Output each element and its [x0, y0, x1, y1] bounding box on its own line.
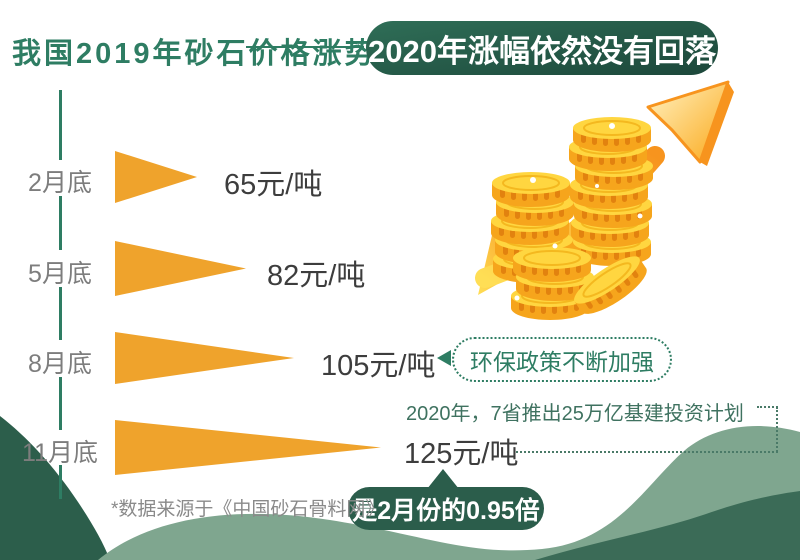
category-label-nov: 11月底 [22, 439, 98, 467]
category-label-aug: 8月底 [28, 350, 92, 378]
subtitle-badge-label: 2020年涨幅依然没有回落 [368, 33, 716, 69]
coin-sparkles [514, 123, 643, 301]
bar-triangle-may [115, 241, 246, 296]
coins-illustration [475, 80, 734, 323]
subtitle-badge: 2020年涨幅依然没有回落 [366, 21, 718, 75]
value-label-feb: 65元/吨 [224, 169, 323, 201]
page-title: 我国2019年砂石价格涨势 [12, 38, 377, 70]
dotted-connector-vertical [776, 407, 778, 452]
timeline-axis-segment [59, 287, 62, 340]
title-decor-line [246, 46, 364, 48]
hill-dark-left [0, 416, 110, 560]
hill-dark-right [535, 491, 800, 560]
bar-triangle-aug [115, 332, 294, 384]
bar-triangle-feb [115, 151, 197, 203]
dotted-connector-bottom [516, 451, 778, 453]
timeline-axis-segment [59, 465, 62, 499]
investment-note: 2020年，7省推出25万亿基建投资计划 [406, 403, 744, 425]
value-label-may: 82元/吨 [267, 260, 366, 292]
hills-decoration [0, 416, 800, 560]
category-label-may: 5月底 [28, 260, 92, 288]
hill-sage [98, 426, 800, 560]
dotted-connector-top [757, 406, 778, 408]
timeline-axis-segment [59, 196, 62, 250]
value-label-nov: 125元/吨 [404, 438, 519, 470]
coin-stack-tall [568, 116, 654, 267]
policy-callout: 环保政策不断加强 [452, 337, 672, 382]
growth-arrow-head [646, 80, 734, 166]
policy-callout-label: 环保政策不断加强 [470, 348, 654, 375]
category-label-feb: 2月底 [28, 169, 92, 197]
callout-pointer-left-icon [437, 350, 451, 366]
timeline-axis-segment [59, 90, 62, 160]
source-footnote: *数据来源于《中国砂石骨料网》 [111, 499, 385, 520]
multiple-note-pill: 是2月份的0.95倍 [348, 487, 544, 530]
value-label-aug: 105元/吨 [321, 350, 436, 382]
multiple-note-label: 是2月份的0.95倍 [352, 496, 540, 525]
timeline-axis-segment [59, 377, 62, 430]
